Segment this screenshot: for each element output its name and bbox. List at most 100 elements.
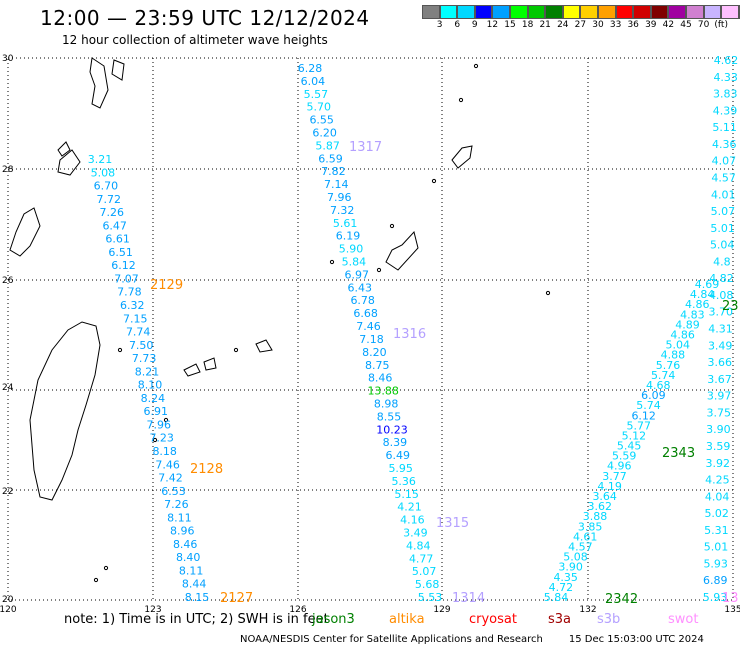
color-swatch: [562, 5, 581, 19]
wave-height-value: 5.11: [712, 121, 737, 134]
color-swatch: [457, 5, 475, 19]
wave-height-value: 6.47: [102, 219, 127, 232]
longitude-label: 129: [433, 605, 450, 615]
wave-height-value: 5.12: [622, 430, 647, 443]
color-legend-label: 3: [436, 20, 443, 30]
wave-height-value: 5.95: [388, 462, 413, 475]
color-legend-label: 27: [574, 20, 587, 30]
wave-height-value: 5.84: [342, 256, 367, 269]
wave-height-value: 4.8: [713, 255, 731, 268]
longitude-label: 135: [724, 605, 740, 615]
page-title: 12:00 — 23:59 UTC 12/12/2024: [40, 6, 370, 30]
color-legend-swatches: [422, 5, 740, 19]
wave-height-value: 5.02: [704, 507, 729, 520]
wave-height-value: 7.46: [155, 458, 180, 471]
wave-height-value: 3.77: [602, 470, 627, 483]
wave-height-value: 5.01: [704, 541, 729, 554]
color-legend-label: 6: [454, 20, 461, 30]
latitude-label: 30: [2, 54, 14, 64]
axis-labels: 120 123 126 129 132 135 30 28 26 24 22 20: [0, 54, 740, 615]
color-swatch: [545, 5, 563, 19]
satellite-legend-jason3: jason3: [312, 612, 355, 627]
wave-height-value: 7.96: [327, 191, 352, 204]
wave-height-value: 4.72: [549, 581, 574, 594]
wave-height-value: 3.49: [403, 527, 428, 540]
wave-height-value: 7.46: [356, 320, 381, 333]
color-swatch: [580, 5, 598, 19]
map-frame: [7, 57, 734, 601]
islet: [458, 97, 464, 103]
islet: [152, 437, 158, 443]
wave-height-value: 4.83: [680, 308, 705, 321]
wave-height-value: 3.90: [706, 423, 731, 436]
color-swatch: [615, 5, 634, 19]
wave-height-value: 4.77: [409, 552, 434, 565]
wave-height-value: 4.88: [661, 349, 686, 362]
wave-height-value: 3.49: [708, 339, 733, 352]
wave-height-value: 3.70: [709, 306, 734, 319]
wave-height-value: 7.74: [126, 326, 151, 339]
wave-height-value: 8.11: [179, 565, 204, 578]
wave-height-value: 4.36: [712, 138, 737, 151]
wave-height-value: 6.12: [631, 409, 656, 422]
wave-height-value: 6.61: [105, 233, 130, 246]
satellite-legend-swot: swot: [668, 612, 699, 627]
wave-height-value: 5.93: [703, 591, 728, 604]
wave-height-value: 8.15: [185, 591, 210, 604]
wave-height-value: 8.24: [141, 392, 166, 405]
wave-height-value: 6.49: [386, 449, 411, 462]
color-swatch: [509, 5, 528, 19]
wave-height-value: 4.39: [713, 104, 738, 117]
wave-height-value: 4.82: [709, 272, 734, 285]
satellite-legend-s3a: s3a: [548, 612, 572, 627]
wave-height-value: 5.01: [710, 222, 735, 235]
wave-height-value: 8.21: [135, 365, 160, 378]
wave-height-value: 4.25: [705, 474, 730, 487]
wave-height-value: 5.31: [704, 524, 729, 537]
wave-height-value: 5.04: [666, 339, 691, 352]
wave-height-value: 5.07: [412, 565, 437, 578]
wave-height-value: 8.39: [383, 436, 408, 449]
wave-height-value: 8.44: [182, 578, 207, 591]
wave-height-value: 8.10: [138, 379, 163, 392]
wave-height-value: 5.74: [651, 369, 676, 382]
wave-height-value: 4.57: [568, 541, 593, 554]
wave-height-value: 6.12: [111, 259, 136, 272]
wave-height-value: 5.76: [656, 359, 681, 372]
color-legend-label: 70: [697, 20, 710, 30]
wave-height-value: 5.57: [304, 88, 329, 101]
wave-height-value: 6.51: [108, 246, 133, 259]
islet: [163, 417, 169, 423]
wave-height-value: 4.57: [711, 172, 736, 185]
wave-height-value: 5.15: [394, 488, 419, 501]
islet: [117, 347, 123, 353]
color-swatch: [633, 5, 651, 19]
coastline-shape: [255, 339, 273, 353]
wave-height-value: 7.82: [321, 165, 346, 178]
wave-height-value: 4.04: [705, 490, 730, 503]
wave-height-value: 6.68: [353, 307, 378, 320]
pass-number-label: 2129: [150, 278, 183, 293]
pass-number-label: 13: [722, 591, 739, 606]
wave-height-value: 6.32: [120, 299, 145, 312]
color-swatch: [721, 5, 739, 19]
wave-height-value: 6.70: [94, 180, 119, 193]
wave-height-value: 3.21: [88, 153, 113, 166]
pass-number-label: 1315: [436, 516, 469, 531]
wave-height-value: 5.07: [711, 205, 736, 218]
color-swatch: [685, 5, 704, 19]
color-legend-label: 30: [592, 20, 604, 30]
pass-number-label: 2128: [190, 462, 223, 477]
wave-height-value: 6.97: [345, 268, 370, 281]
wave-height-value: 3.83: [713, 88, 738, 101]
color-swatch: [703, 5, 722, 19]
wave-height-value: 8.46: [173, 538, 198, 551]
wave-height-value: 7.72: [97, 193, 122, 206]
islet: [329, 259, 335, 265]
color-swatch: [668, 5, 686, 19]
longitude-label: 132: [579, 605, 596, 615]
wave-height-value: 6.28: [298, 62, 323, 75]
wave-height-value: 4.35: [553, 571, 578, 584]
wave-height-value: 5.53: [418, 591, 443, 604]
